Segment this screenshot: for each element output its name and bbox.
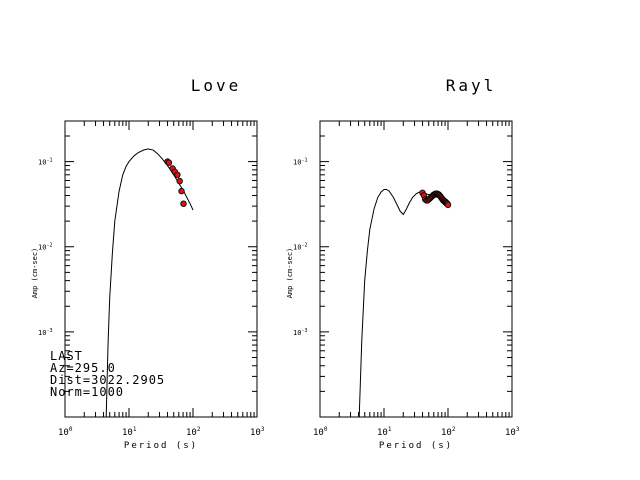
data-point	[444, 201, 452, 209]
y-axis-label: Amp (cm-sec)	[31, 248, 39, 299]
x-tick-label: 100	[58, 426, 73, 438]
model-curve	[358, 189, 449, 418]
data-point	[180, 200, 187, 207]
y-tick-label: 10-2	[38, 243, 52, 252]
y-tick-label: 10-1	[293, 158, 307, 167]
station-annotation: Dist=3022.2905	[50, 373, 165, 387]
panel-rayl: 100 101 102 103 10-3 10-2 10-1 Period (s) Amp (c…	[286, 76, 520, 451]
station-annotation: Norm=1000	[50, 385, 124, 399]
y-tick-label: 10-3	[293, 328, 307, 337]
x-tick-label: 102	[186, 426, 201, 438]
x-tick-label: 100	[313, 426, 328, 438]
x-tick-label: 102	[441, 426, 456, 438]
plot-frame	[319, 120, 513, 418]
model-curve	[105, 148, 194, 418]
x-tick-label: 101	[377, 426, 392, 438]
x-tick-label: 103	[250, 426, 265, 438]
x-tick-label: 101	[122, 426, 137, 438]
y-axis-label: Amp (cm-sec)	[286, 248, 294, 299]
y-tick-label: 10-1	[38, 158, 52, 167]
plot-frame	[64, 120, 258, 418]
x-tick-label: 103	[505, 426, 520, 438]
panel-love: 100 101 102 103 10-3 10-2 10-1 Period (s) Amp (c…	[31, 76, 265, 451]
y-tick-label: 10-2	[293, 243, 307, 252]
data-point	[165, 159, 173, 166]
data-point	[176, 177, 183, 185]
data-point	[174, 171, 181, 178]
panel-title: Love	[191, 76, 242, 95]
data-point	[178, 187, 185, 195]
x-axis-label: Period (s)	[124, 441, 198, 451]
y-tick-label: 10-3	[38, 328, 52, 337]
panel-title: Rayl	[446, 76, 497, 95]
station-annotation: LAST	[50, 349, 83, 363]
x-axis-label: Period (s)	[379, 441, 453, 451]
station-annotation: Az=295.0	[50, 361, 116, 375]
